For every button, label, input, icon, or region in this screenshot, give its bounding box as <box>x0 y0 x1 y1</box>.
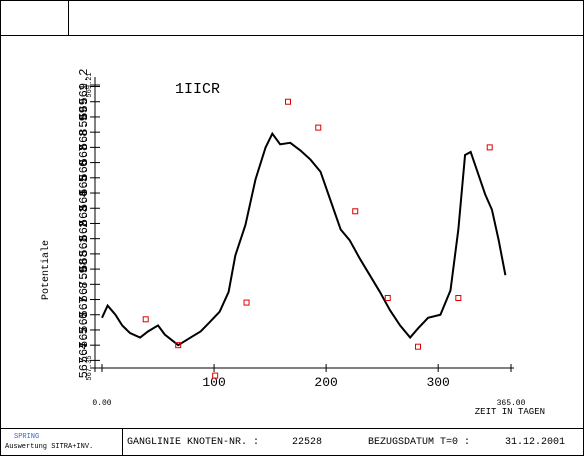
measured-point <box>315 124 322 131</box>
y-tick-label: 569.1 <box>77 84 91 120</box>
chart-title: 1IICR <box>175 81 220 98</box>
y-tick-label: 568.7 <box>77 145 91 181</box>
y-tick-label: 567.35 <box>86 355 94 380</box>
y-tick-label: 568.5 <box>77 175 91 211</box>
measured-point <box>175 342 182 349</box>
line-series <box>101 131 507 347</box>
y-tick-label: 568.4 <box>77 190 91 226</box>
measured-point <box>455 295 462 302</box>
x-tick-label: 300 <box>426 375 449 390</box>
measured-point <box>243 299 250 306</box>
y-tick-label: 567.4 <box>77 342 91 378</box>
measured-point <box>142 316 149 323</box>
y-tick-label: 567.5 <box>77 327 91 363</box>
y-tick-label: 568.2 <box>77 221 91 257</box>
footer-node: 22528 <box>292 437 322 448</box>
footer-date: 31.12.2001 <box>505 437 565 448</box>
y-tick-label: 567.6 <box>77 312 91 348</box>
x-tick-label: 200 <box>314 375 337 390</box>
logo: SPRING <box>14 433 39 441</box>
y-tick-label: 569 <box>77 106 91 128</box>
y-tick-label: 567.8 <box>77 282 91 318</box>
y-tick-label: 567.9 <box>77 266 91 302</box>
measured-point <box>352 208 359 215</box>
y-tick-label: 568.8 <box>77 129 91 165</box>
logo-subtitle: Auswertung SITRA+INV. <box>5 443 93 451</box>
y-tick-label: 568.1 <box>77 236 91 272</box>
x-tick-label: 100 <box>202 375 225 390</box>
x-tick-label: 365.00 <box>497 399 526 408</box>
y-tick-label: 568 <box>77 258 91 280</box>
y-tick-label: 569.21 <box>86 72 94 97</box>
y-tick-label: 568.9 <box>77 114 91 150</box>
measured-point <box>212 372 219 379</box>
measured-point <box>285 98 292 105</box>
footer-date-label: BEZUGSDATUM T=0 : <box>368 437 470 448</box>
footer-label: GANGLINIE KNOTEN-NR. : <box>127 437 259 448</box>
x-axis-label: ZEIT IN TAGEN <box>475 407 545 417</box>
measured-point <box>486 144 493 151</box>
y-tick-label: 568.3 <box>77 205 91 241</box>
measured-point <box>414 343 421 350</box>
y-tick-label: 567.7 <box>77 297 91 333</box>
y-tick-label: 568.6 <box>77 160 91 196</box>
y-tick-label: 569.2 <box>77 69 91 105</box>
x-tick-label: 0.00 <box>92 399 111 408</box>
measured-point <box>384 295 391 302</box>
y-axis-label: Potentiale <box>40 240 52 300</box>
